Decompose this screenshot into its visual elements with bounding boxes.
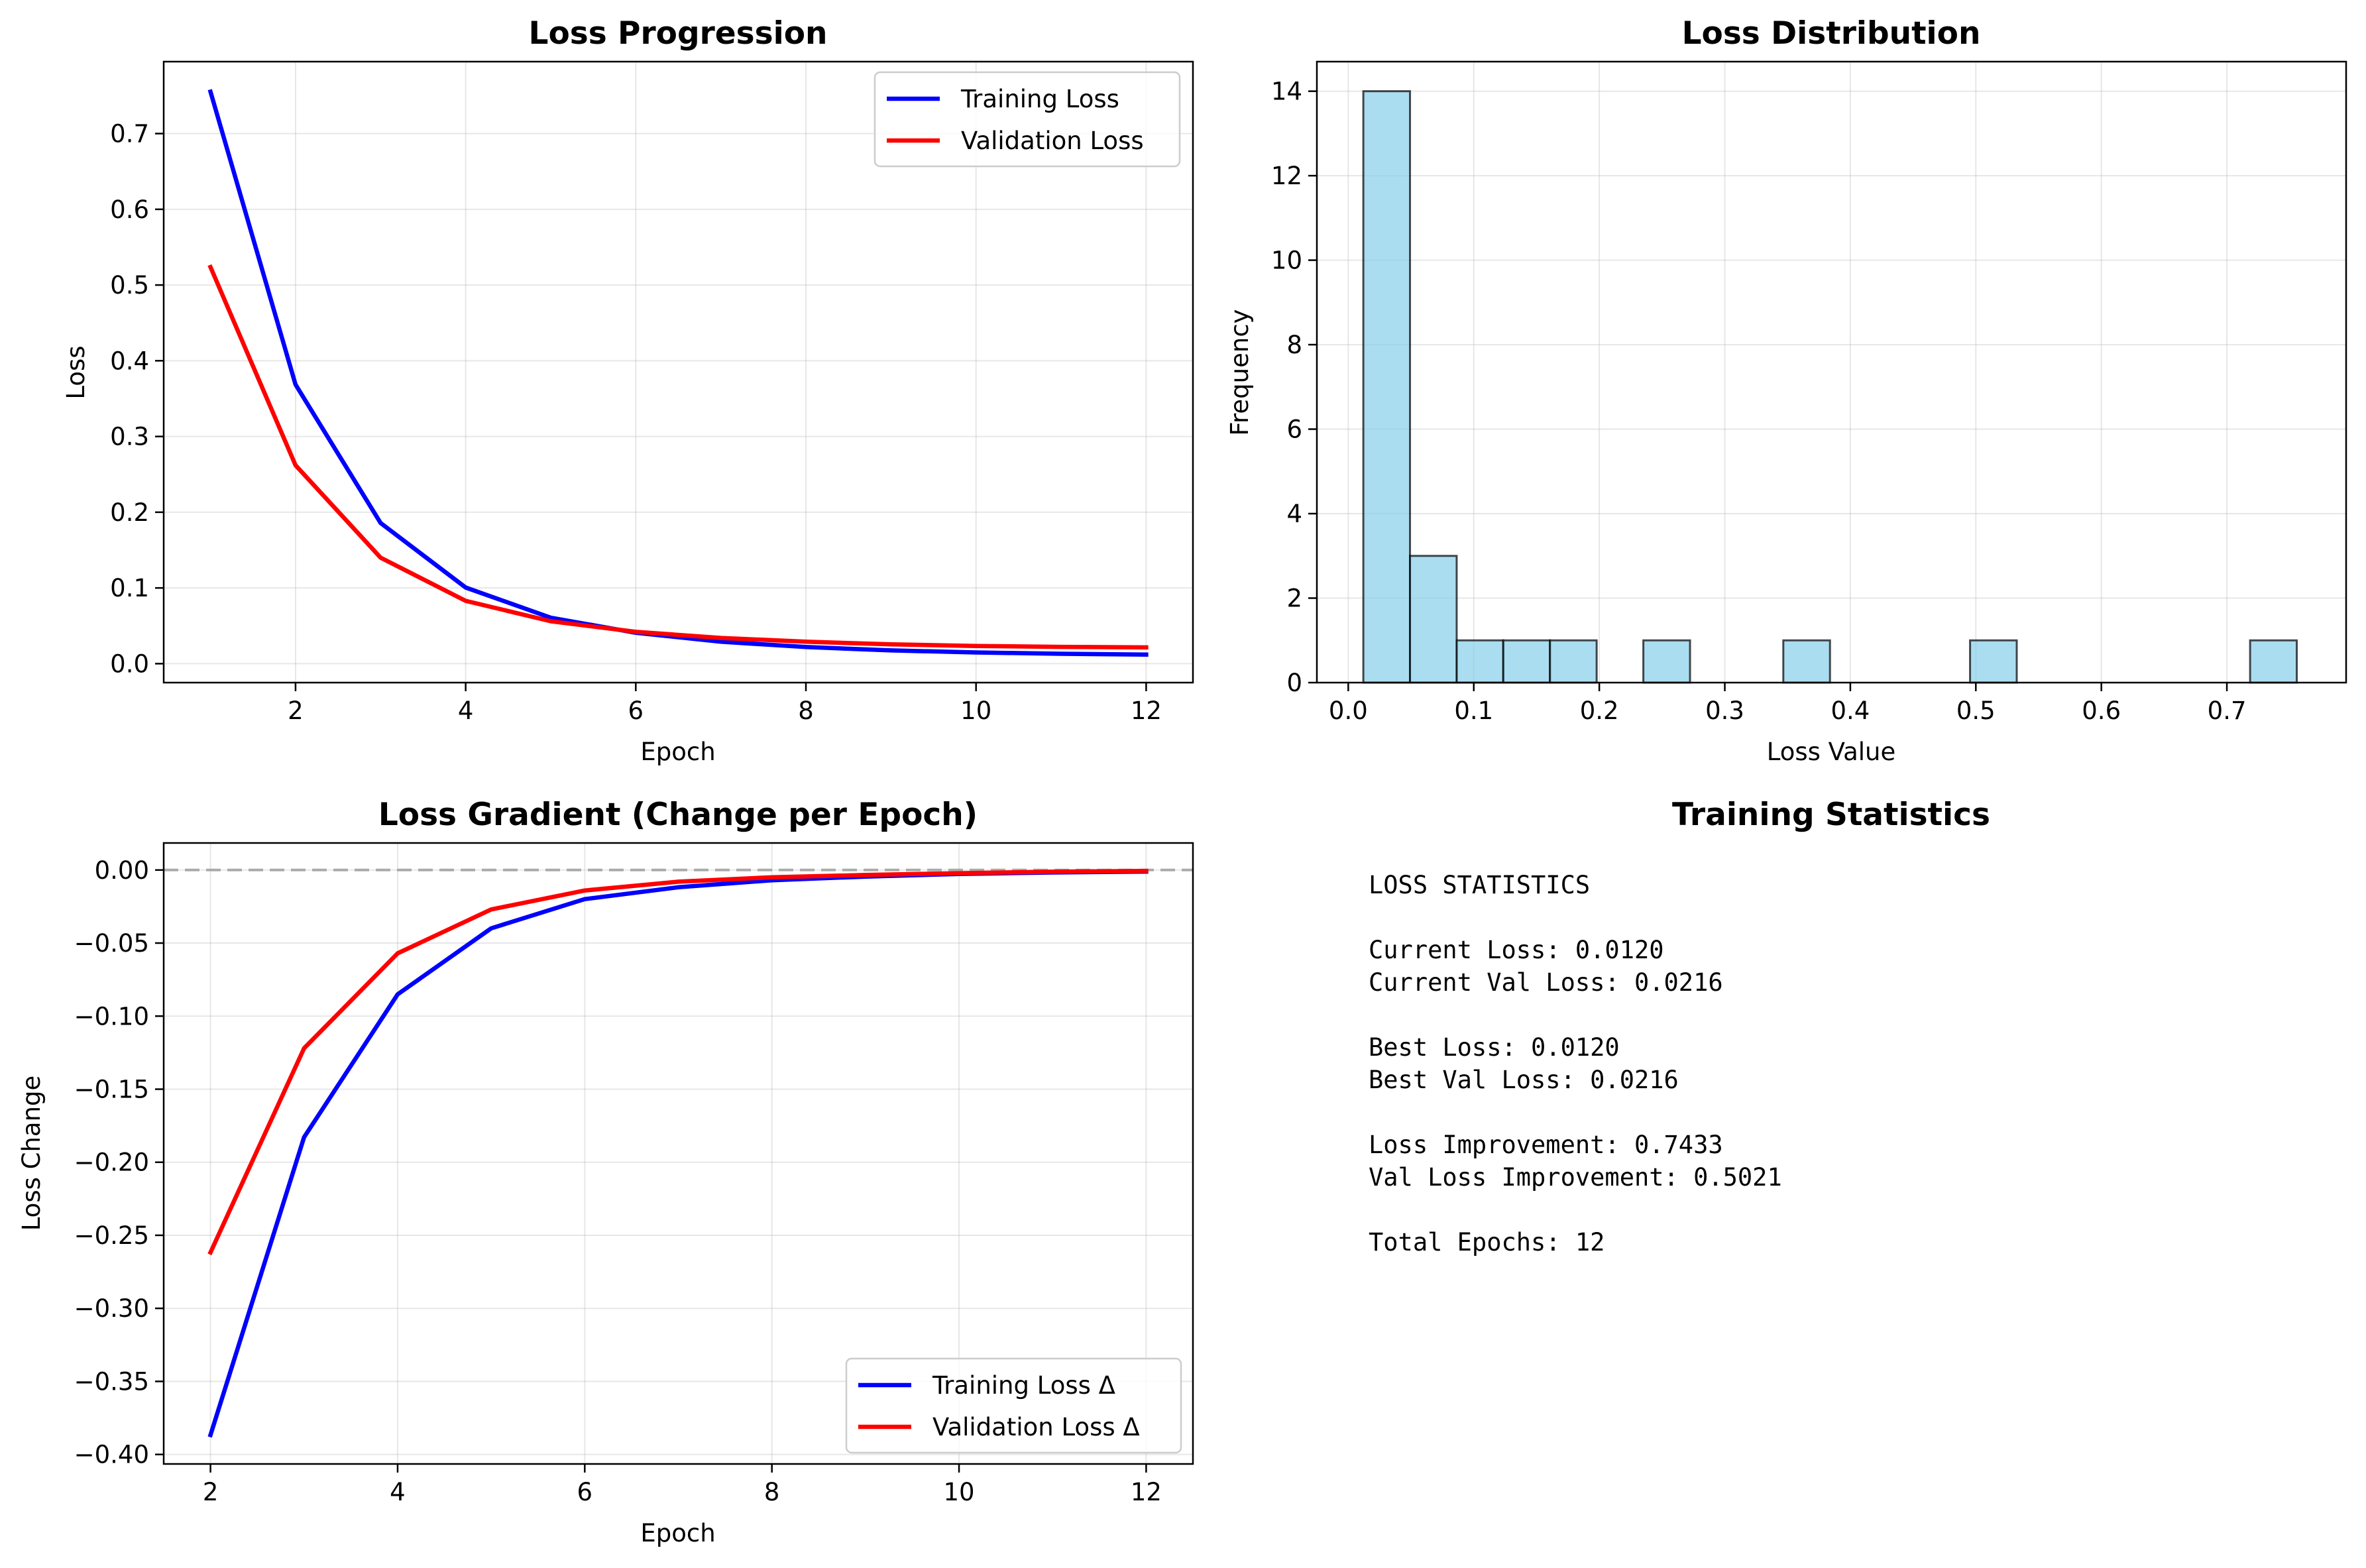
y-tick-label: 2 [1286, 585, 1302, 613]
y-tick-label: 0.00 [95, 856, 149, 885]
stats-line: LOSS STATISTICS [1369, 871, 1590, 899]
histogram-bar [1549, 639, 1598, 684]
series-line-1 [207, 868, 1149, 1256]
y-tick-label: 6 [1286, 416, 1302, 444]
x-tick-label: 8 [798, 697, 814, 725]
x-tick-label: 0.6 [2082, 697, 2121, 725]
plot-frame [1316, 60, 2347, 684]
stats-line: Best Loss: 0.0120 [1369, 1033, 1620, 1062]
x-tick-label: 8 [764, 1478, 780, 1506]
y-tick-label: −0.30 [74, 1294, 149, 1323]
y-tick-label: 10 [1271, 247, 1302, 275]
y-tick-label: 12 [1271, 162, 1302, 190]
legend-label: Validation Loss [961, 127, 1144, 155]
y-tick-label: −0.15 [74, 1075, 149, 1103]
x-tick-label: 0.2 [1580, 697, 1619, 725]
histogram-bar [1782, 639, 1831, 684]
x-tick-label: 0.1 [1454, 697, 1493, 725]
stats-line: Val Loss Improvement: 0.5021 [1369, 1163, 1782, 1192]
y-tick-label: −0.20 [74, 1148, 149, 1177]
y-axis-label: Frequency [1225, 309, 1254, 435]
y-tick-label: 0.3 [110, 423, 149, 451]
y-tick-label: 0.6 [110, 196, 149, 224]
loss-progression-chart: Loss Progression 2 4 6 8 10 12 0.0 0.1 0.2 0.3 0.4… [62, 15, 1194, 766]
y-tick-label: 0.1 [110, 574, 149, 602]
x-tick-label: 2 [288, 697, 304, 725]
histogram-bar [2249, 639, 2298, 684]
y-tick-label: −0.10 [74, 1002, 149, 1031]
x-tick-label: 4 [390, 1478, 406, 1506]
x-tick-label: 6 [628, 697, 644, 725]
legend-label: Training Loss Δ [932, 1371, 1115, 1400]
stats-line: Current Loss: 0.0120 [1369, 936, 1664, 964]
y-tick-label: −0.25 [74, 1221, 149, 1250]
loss-gradient-chart: Loss Gradient (Change per Epoch) 2 4 6 8 10 1… [17, 797, 1194, 1547]
stats-line: Loss Improvement: 0.7433 [1369, 1131, 1723, 1159]
legend-label: Validation Loss Δ [932, 1413, 1140, 1441]
series-line-1 [207, 264, 1149, 650]
x-tick-label: 0.7 [2208, 697, 2247, 725]
x-tick-label: 12 [1131, 1478, 1162, 1506]
y-tick-label: 8 [1286, 331, 1302, 359]
y-axis-label: Loss [62, 345, 90, 399]
y-tick-label: 0.2 [110, 498, 149, 527]
plot-frame [162, 60, 1194, 684]
y-tick-label: 0.4 [110, 347, 149, 375]
x-tick-label: 0.0 [1329, 697, 1368, 725]
x-axis-label: Epoch [640, 1519, 715, 1547]
x-axis-label: Epoch [640, 738, 715, 766]
histogram-bar [1969, 639, 2018, 684]
stats-line: Current Val Loss: 0.0216 [1369, 968, 1723, 997]
y-tick-label: 4 [1286, 500, 1302, 528]
legend [873, 71, 1181, 168]
stats-line: Best Val Loss: 0.0216 [1369, 1066, 1679, 1094]
stats-line: Total Epochs: 12 [1369, 1228, 1605, 1257]
chart-title: Loss Gradient (Change per Epoch) [378, 797, 978, 833]
y-tick-label: 14 [1271, 78, 1302, 106]
histogram-bar [1455, 639, 1504, 684]
y-tick-label: 0.5 [110, 271, 149, 300]
y-tick-label: 0 [1286, 669, 1302, 697]
histogram-bar [1502, 639, 1551, 684]
y-tick-label: −0.40 [74, 1441, 149, 1469]
x-tick-label: 2 [203, 1478, 219, 1506]
x-tick-label: 0.3 [1705, 697, 1744, 725]
x-tick-label: 4 [458, 697, 474, 725]
y-tick-label: −0.35 [74, 1367, 149, 1396]
x-tick-label: 10 [960, 697, 991, 725]
chart-title: Loss Distribution [1682, 15, 1981, 52]
histogram-bar [1362, 90, 1412, 684]
y-tick-label: 0.0 [110, 649, 149, 678]
chart-title: Loss Progression [529, 15, 828, 52]
training-statistics-panel: Training Statistics LOSS STATISTICS Curr… [1369, 797, 1990, 1257]
loss-distribution-histogram: Loss Distribution 0.0 0.1 0.2 0.3 0.4 0.5 0.6 0… [1225, 15, 2347, 766]
x-tick-label: 0.5 [1956, 697, 1996, 725]
x-axis-label: Loss Value [1767, 738, 1896, 766]
x-tick-label: 10 [943, 1478, 974, 1506]
legend-label: Training Loss [960, 85, 1119, 113]
histogram-bar [1409, 555, 1458, 684]
x-tick-label: 6 [577, 1478, 593, 1506]
y-axis-label: Loss Change [17, 1076, 46, 1231]
plot-frame [162, 842, 1194, 1465]
stats-title: Training Statistics [1672, 797, 1990, 833]
x-tick-label: 0.4 [1831, 697, 1870, 725]
x-tick-label: 12 [1131, 697, 1162, 725]
legend [845, 1357, 1182, 1454]
y-tick-label: −0.05 [74, 929, 149, 958]
histogram-bar [1642, 639, 1691, 684]
y-tick-label: 0.7 [110, 120, 149, 148]
series-line-0 [207, 89, 1149, 657]
